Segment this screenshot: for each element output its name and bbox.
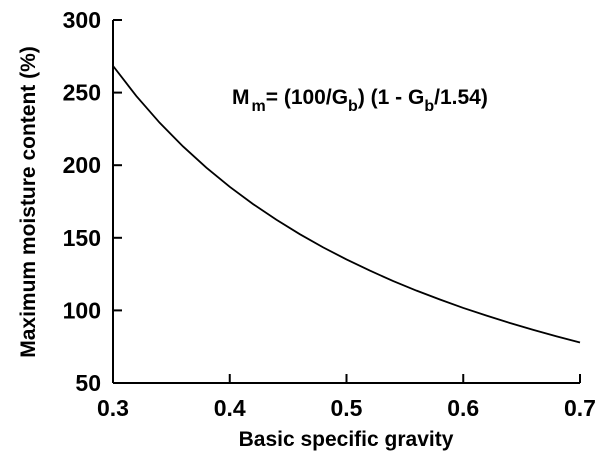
x-axis-title: Basic specific gravity bbox=[239, 428, 454, 451]
eq-m: M bbox=[232, 86, 250, 109]
eq-gb-subscript-1: b bbox=[348, 98, 358, 115]
x-tick-label: 0.3 bbox=[97, 395, 129, 421]
x-ticks-group: 0.3 0.4 0.5 0.6 0.7 bbox=[97, 374, 596, 421]
eq-part1: = (100/G bbox=[266, 86, 348, 109]
y-axis-title: Maximum moisture content (%) bbox=[17, 46, 40, 358]
eq-part2: ) (1 - G bbox=[358, 86, 425, 109]
x-tick-label: 0.7 bbox=[564, 395, 596, 421]
y-ticks-group: 50 100 150 200 250 300 bbox=[63, 7, 122, 396]
series-line-0 bbox=[112, 65, 581, 344]
x-tick-label: 0.4 bbox=[214, 395, 246, 421]
eq-part3: /1.54) bbox=[434, 86, 488, 109]
y-tick-label: 300 bbox=[63, 7, 101, 33]
y-tick-label: 50 bbox=[75, 370, 101, 396]
y-tick-label: 100 bbox=[63, 297, 101, 323]
y-tick-label: 150 bbox=[63, 225, 101, 251]
y-tick-label: 200 bbox=[63, 152, 101, 178]
x-tick-label: 0.6 bbox=[447, 395, 479, 421]
x-tick-label: 0.5 bbox=[331, 395, 363, 421]
series-layer bbox=[112, 65, 581, 344]
axes-group bbox=[112, 20, 580, 384]
y-tick-label: 250 bbox=[63, 80, 101, 106]
eq-m-subscript: m bbox=[252, 98, 266, 115]
eq-gb-subscript-2: b bbox=[424, 98, 434, 115]
